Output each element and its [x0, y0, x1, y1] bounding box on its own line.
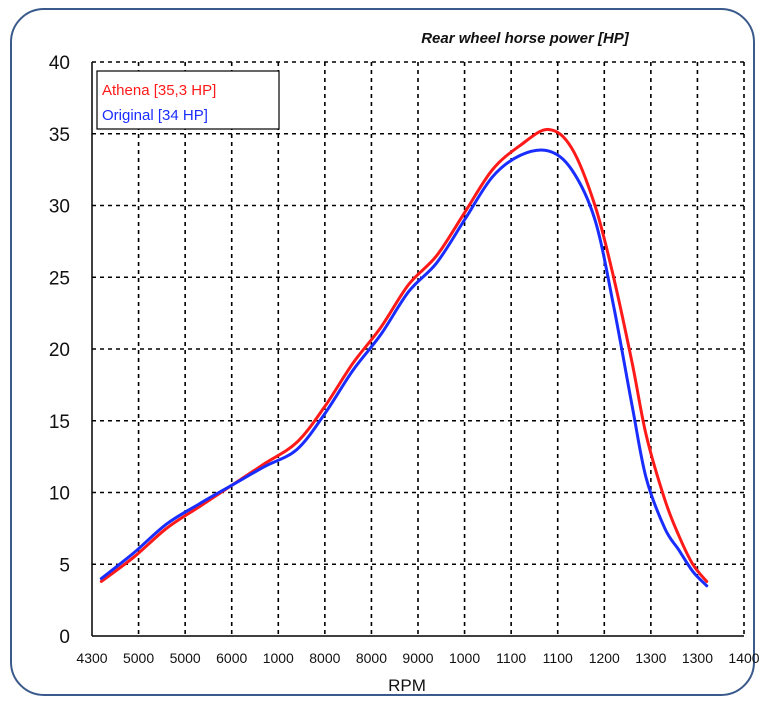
y-tick-label: 5 — [59, 555, 70, 576]
x-tick-label: 1300 — [682, 650, 713, 666]
chart-title: Rear wheel horse power [HP] — [421, 30, 630, 47]
x-axis-title: RPM — [388, 676, 426, 695]
y-tick-label: 15 — [49, 412, 70, 433]
y-tick-label: 40 — [49, 53, 70, 74]
y-tick-label: 25 — [49, 268, 70, 289]
x-tick-label: 9000 — [402, 650, 433, 666]
y-tick-label: 30 — [49, 197, 70, 218]
x-tick-label: 5000 — [170, 650, 201, 666]
y-tick-label: 0 — [59, 627, 70, 648]
legend-entry-athena: Athena [35,3 HP] — [102, 82, 216, 99]
grid — [92, 61, 745, 636]
y-tick-label: 35 — [49, 125, 70, 146]
x-tick-label: 4300 — [76, 650, 107, 666]
y-tick-label: 10 — [49, 484, 70, 505]
x-tick-label: 1000 — [449, 650, 480, 666]
y-tick-label: 20 — [49, 340, 70, 361]
x-tick-label: 6000 — [216, 650, 247, 666]
legend-box — [96, 70, 280, 130]
series-line-original — [99, 148, 709, 588]
x-tick-label: 1100 — [496, 650, 526, 666]
axes — [91, 62, 744, 637]
x-tick-label: 1300 — [635, 650, 666, 666]
series-line-athena — [99, 127, 709, 583]
x-tick-label: 1400 — [728, 650, 759, 666]
x-tick-label: 1200 — [589, 650, 620, 666]
x-tick-label: 1100 — [543, 650, 573, 666]
tick-labels: 0 5 10 15 20 25 30 35 40 4300 5000 5000 6000 1000 8000… — [49, 53, 760, 666]
series-layer — [99, 127, 709, 588]
legend-entry-original: Original [34 HP] — [102, 107, 208, 124]
x-tick-label: 5000 — [123, 650, 154, 666]
x-tick-label: 8000 — [356, 650, 387, 666]
x-tick-label: 1000 — [263, 650, 294, 666]
x-tick-label: 8000 — [309, 650, 340, 666]
legend: Athena [35,3 HP] Original [34 HP] — [96, 70, 280, 130]
